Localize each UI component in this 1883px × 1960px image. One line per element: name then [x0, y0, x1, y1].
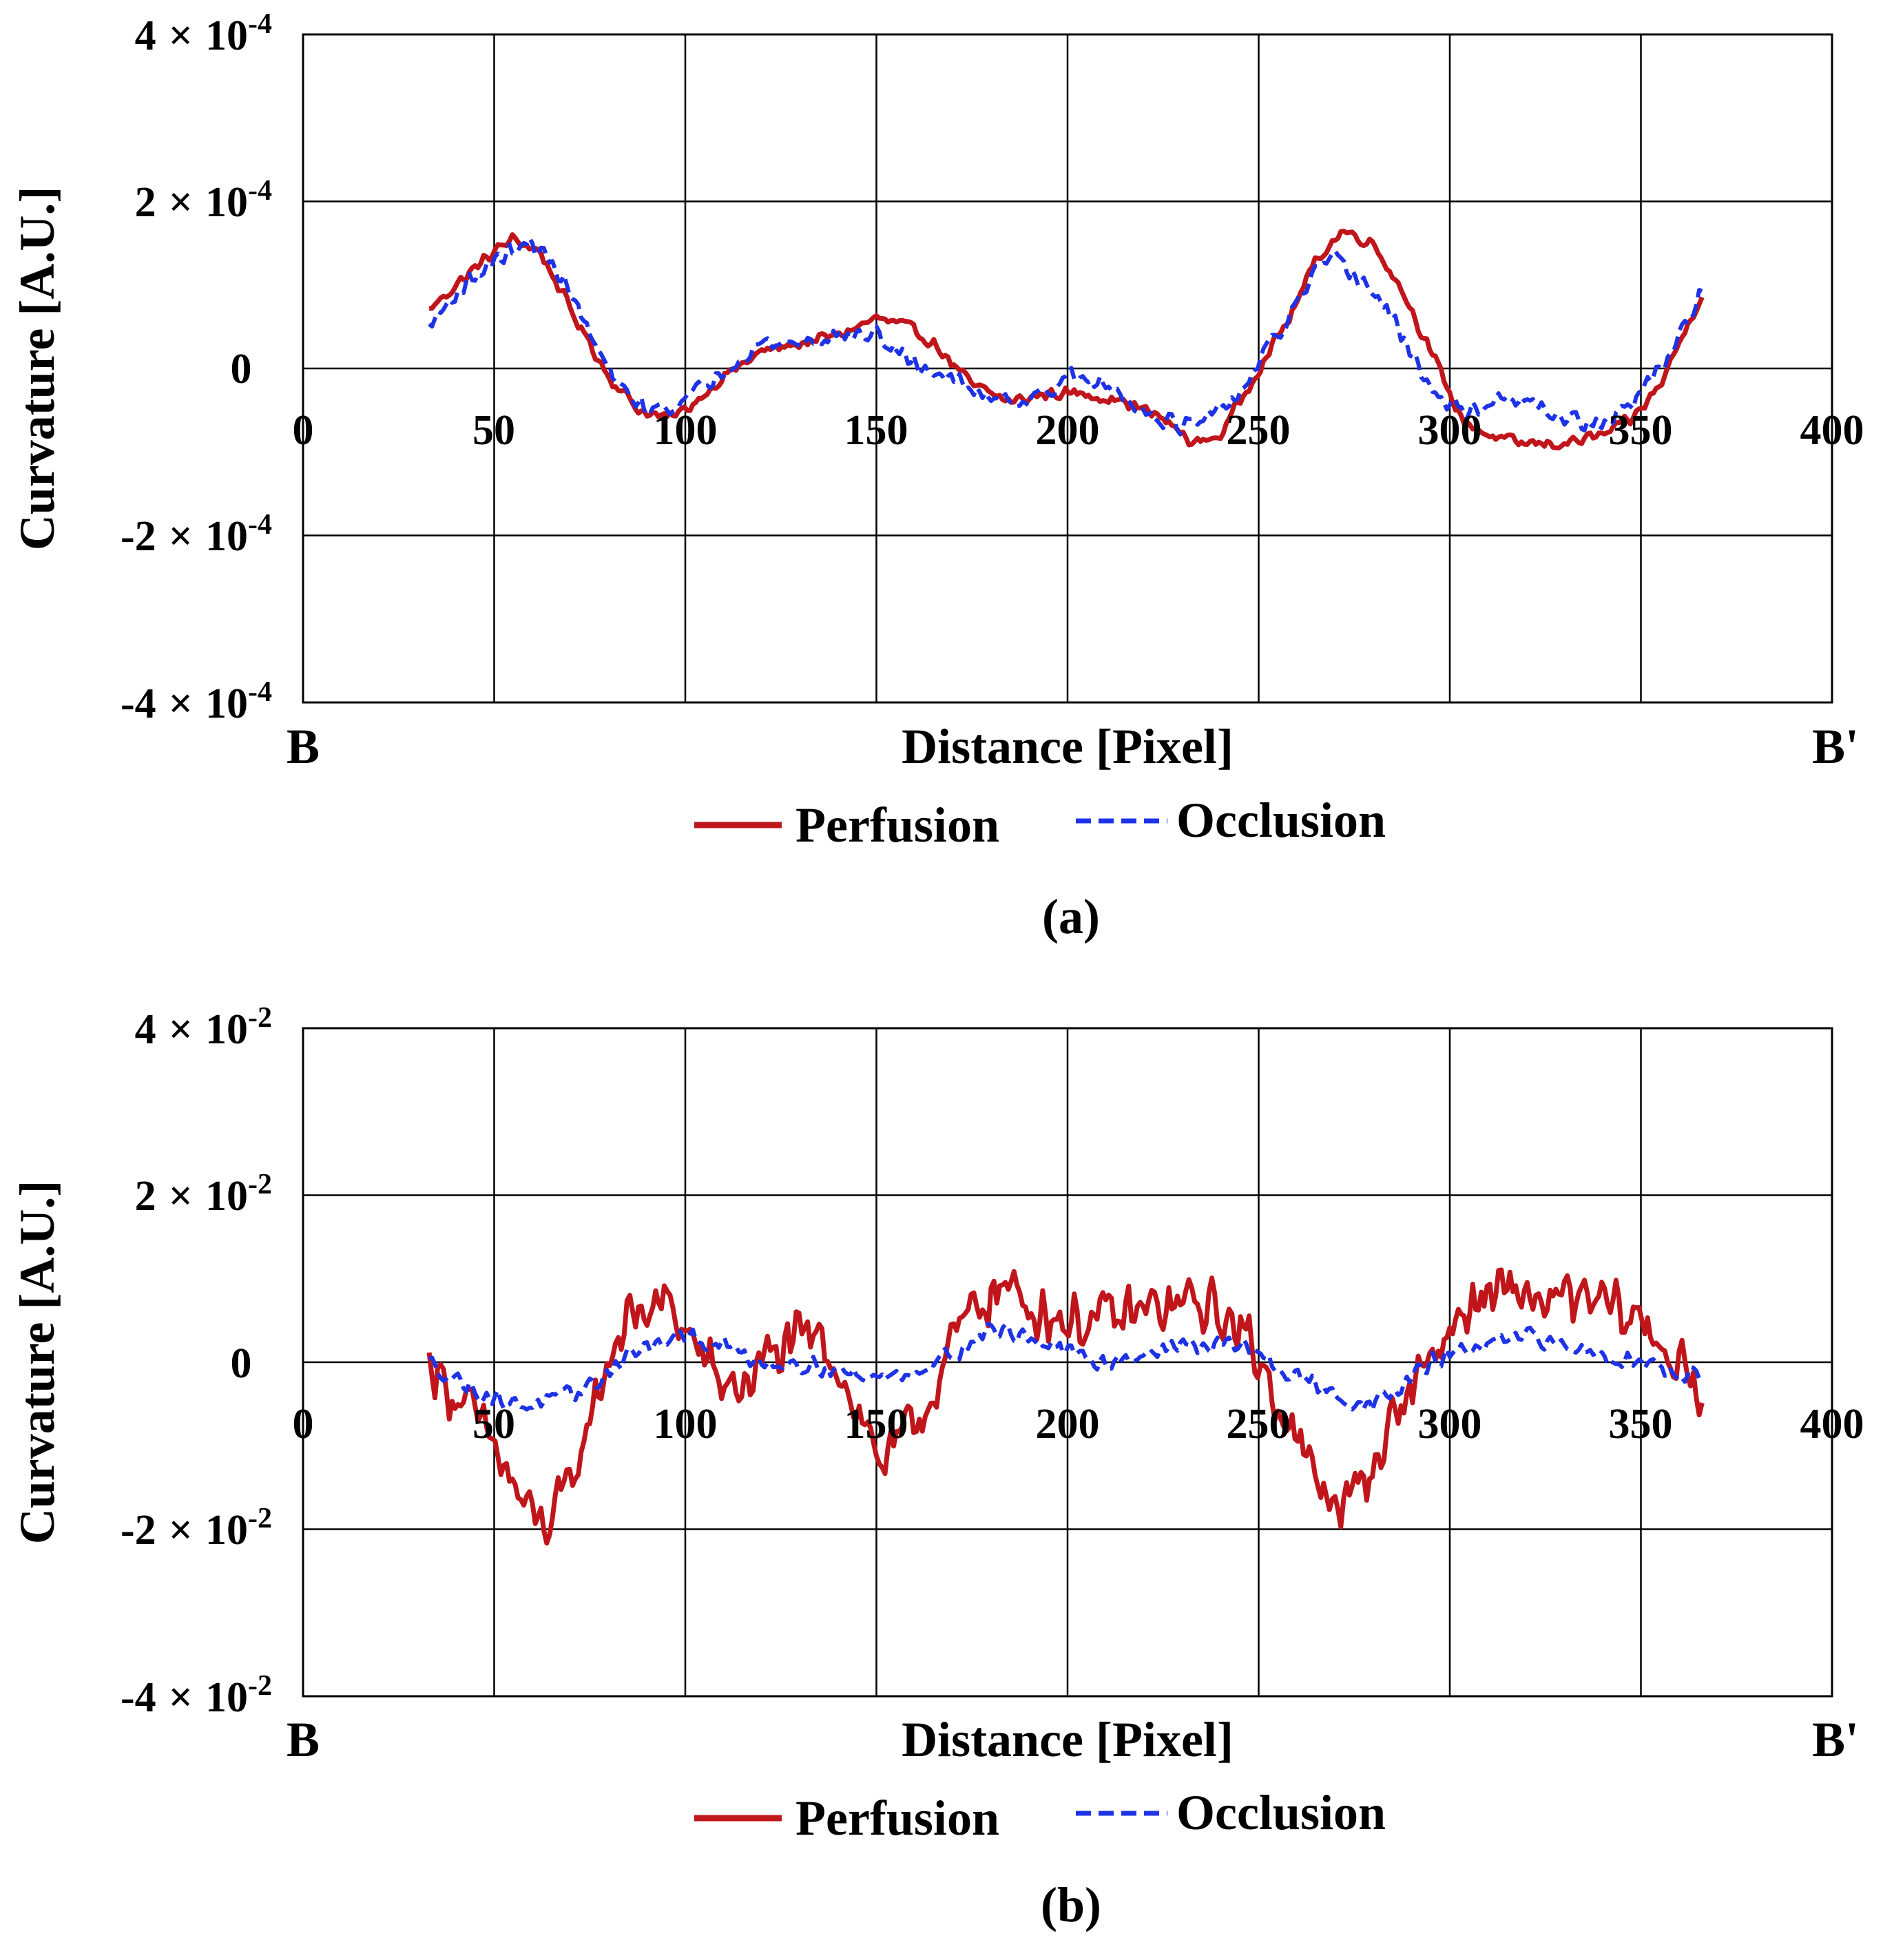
panel-a: 4 × 10-4 2 × 10-4 0 -2 × 10-4 -4 × 10-4 0 50 100… [10, 8, 1864, 944]
panel-a-series-perfusion [429, 229, 1705, 451]
panel-a-x-tick-3: 150 [844, 407, 908, 454]
panel-a-x-axis-label: Distance [Pixel] [902, 719, 1234, 774]
panel-a-x-tick-5: 250 [1227, 407, 1291, 454]
panel-b-y-tick-3: -2 × 10-2 [121, 1503, 272, 1554]
panel-a-y-tick-2: 0 [231, 346, 252, 393]
panel-a-y-axis-label: Curvature [A.U.] [10, 187, 65, 551]
panel-a-y-tick-0: 4 × 10-4 [135, 8, 272, 59]
panel-b-x-tick-4: 200 [1036, 1401, 1100, 1448]
panel-a-legend: Perfusion Occlusion [694, 793, 1386, 853]
panel-b-y-tick-4: -4 × 10-2 [121, 1670, 272, 1721]
panel-a-x-tick-labels: 0 50 100 150 200 250 300 350 400 [293, 407, 1864, 454]
panel-b-series-occlusion [428, 1322, 1703, 1412]
panel-b-x-tick-8: 400 [1800, 1401, 1864, 1448]
panel-b-x-tick-3: 150 [844, 1401, 908, 1448]
panel-a-x-tick-8: 400 [1800, 407, 1864, 454]
panel-a-x-start-label: B [287, 719, 320, 774]
panel-a-series-occlusion [428, 236, 1703, 437]
panel-a-x-tick-6: 300 [1418, 407, 1482, 454]
panel-a-plot-frame [302, 33, 1833, 704]
panel-b-x-tick-5: 250 [1227, 1401, 1291, 1448]
panel-b-series-perfusion [426, 1267, 1705, 1546]
panel-a-x-end-label: B' [1812, 719, 1859, 774]
panel-b-legend-label-perfusion: Perfusion [795, 1791, 999, 1846]
panel-b-legend: Perfusion Occlusion [694, 1785, 1386, 1846]
panel-b-series [426, 1267, 1705, 1546]
panel-b-x-tick-0: 0 [293, 1401, 314, 1448]
panel-b-y-tick-0: 4 × 10-2 [135, 1002, 272, 1053]
panel-a-x-tick-4: 200 [1036, 407, 1100, 454]
panel-a-x-tick-2: 100 [654, 407, 718, 454]
panel-a-x-tick-0: 0 [293, 407, 314, 454]
panel-a-x-tick-7: 350 [1609, 407, 1673, 454]
panel-b-plot-frame [302, 1027, 1833, 1698]
panel-a-legend-label-perfusion: Perfusion [795, 797, 999, 853]
panel-a-series [428, 229, 1705, 451]
panel-b-x-end-label: B' [1812, 1712, 1859, 1767]
panel-b-x-tick-1: 50 [472, 1401, 515, 1448]
panel-b-x-tick-6: 300 [1418, 1401, 1482, 1448]
panel-b-y-tick-1: 2 × 10-2 [135, 1169, 272, 1220]
panel-a-caption: (a) [1042, 889, 1100, 944]
panel-a-y-tick-1: 2 × 10-4 [135, 175, 272, 226]
panel-b-y-tick-labels: 4 × 10-2 2 × 10-2 0 -2 × 10-2 -4 × 10-2 [121, 1002, 272, 1721]
panel-a-y-tick-labels: 4 × 10-4 2 × 10-4 0 -2 × 10-4 -4 × 10-4 [121, 8, 272, 727]
panel-b-y-axis-label: Curvature [A.U.] [10, 1180, 65, 1545]
panel-b-caption: (b) [1041, 1877, 1101, 1932]
panel-b-legend-label-occlusion: Occlusion [1176, 1785, 1386, 1840]
panel-b: 4 × 10-2 2 × 10-2 0 -2 × 10-2 -4 × 10-2 0 50 100… [10, 1002, 1864, 1932]
panel-b-x-tick-labels: 0 50 100 150 200 250 300 350 400 [293, 1401, 1864, 1448]
panel-a-y-tick-3: -2 × 10-4 [121, 509, 272, 560]
panel-b-x-tick-7: 350 [1609, 1401, 1673, 1448]
panel-b-x-start-label: B [287, 1712, 320, 1767]
panel-a-x-tick-1: 50 [472, 407, 515, 454]
panel-a-y-tick-4: -4 × 10-4 [121, 676, 272, 727]
panel-b-x-axis-label: Distance [Pixel] [902, 1712, 1234, 1767]
panel-a-legend-label-occlusion: Occlusion [1176, 793, 1386, 848]
panel-b-y-tick-2: 0 [231, 1340, 252, 1387]
panel-b-x-tick-2: 100 [654, 1401, 718, 1448]
